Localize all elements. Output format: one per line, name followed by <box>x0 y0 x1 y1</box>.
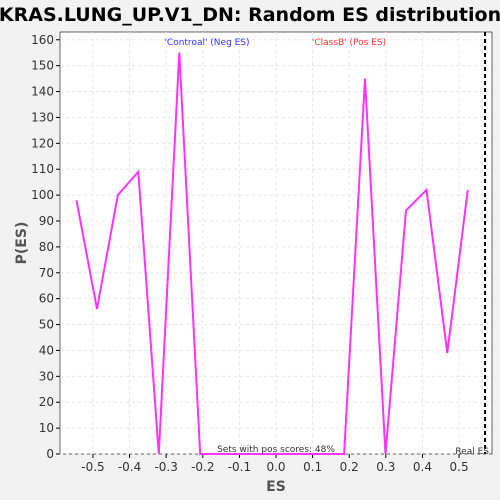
series-group <box>75 52 469 455</box>
legend-neg-label: 'Controal' (Neg ES) <box>164 38 249 48</box>
series-line <box>75 52 469 455</box>
y-tick-label: 150 <box>31 59 54 73</box>
y-tick-label: 120 <box>31 136 54 150</box>
x-tick-label: 0.2 <box>340 460 359 474</box>
y-tick-label: 90 <box>39 214 54 228</box>
y-axis-label: P(ES) <box>14 222 30 265</box>
grid <box>60 32 492 455</box>
x-tick-label: -0.5 <box>81 460 104 474</box>
pos-scores-annotation: Sets with pos scores: 48% <box>217 445 335 455</box>
x-tick-label: 0.0 <box>266 460 285 474</box>
y-tick-label: 30 <box>39 369 54 383</box>
y-tick-label: 70 <box>39 266 54 280</box>
x-axis: -0.5 -0.4 -0.3 -0.2 -0.1 0.0 0.1 0.2 0.3 0.4 0.5 <box>81 454 469 474</box>
y-tick-label: 140 <box>31 85 54 99</box>
x-tick-label: 0.4 <box>413 460 432 474</box>
y-tick-label: 110 <box>31 162 54 176</box>
y-tick-label: 10 <box>39 421 54 435</box>
legend-pos-label: 'ClassB' (Pos ES) <box>312 38 386 48</box>
y-tick-label: 160 <box>31 33 54 47</box>
x-tick-label: 0.1 <box>303 460 322 474</box>
y-tick-label: 20 <box>39 395 54 409</box>
x-tick-label: -0.3 <box>154 460 177 474</box>
x-tick-label: -0.1 <box>228 460 251 474</box>
y-tick-label: 40 <box>39 343 54 357</box>
y-tick-label: 130 <box>31 110 54 124</box>
x-tick-label: -0.2 <box>191 460 214 474</box>
x-tick-label: 0.3 <box>376 460 395 474</box>
real-es-label: Real ES <box>455 447 489 457</box>
x-axis-label: ES <box>266 479 286 495</box>
y-tick-label: 50 <box>39 318 54 332</box>
chart-title: KRAS.LUNG_UP.V1_DN: Random ES distributi… <box>0 4 500 26</box>
y-tick-label: 60 <box>39 292 54 306</box>
x-tick-label: -0.4 <box>118 460 141 474</box>
y-axis: 0 10 20 30 40 50 60 70 80 90 100 110 120 130 140 150 160 <box>31 33 60 461</box>
y-tick-label: 100 <box>31 188 54 202</box>
x-tick-label: 0.5 <box>450 460 469 474</box>
y-tick-label: 0 <box>46 447 54 461</box>
y-tick-label: 80 <box>39 240 54 254</box>
